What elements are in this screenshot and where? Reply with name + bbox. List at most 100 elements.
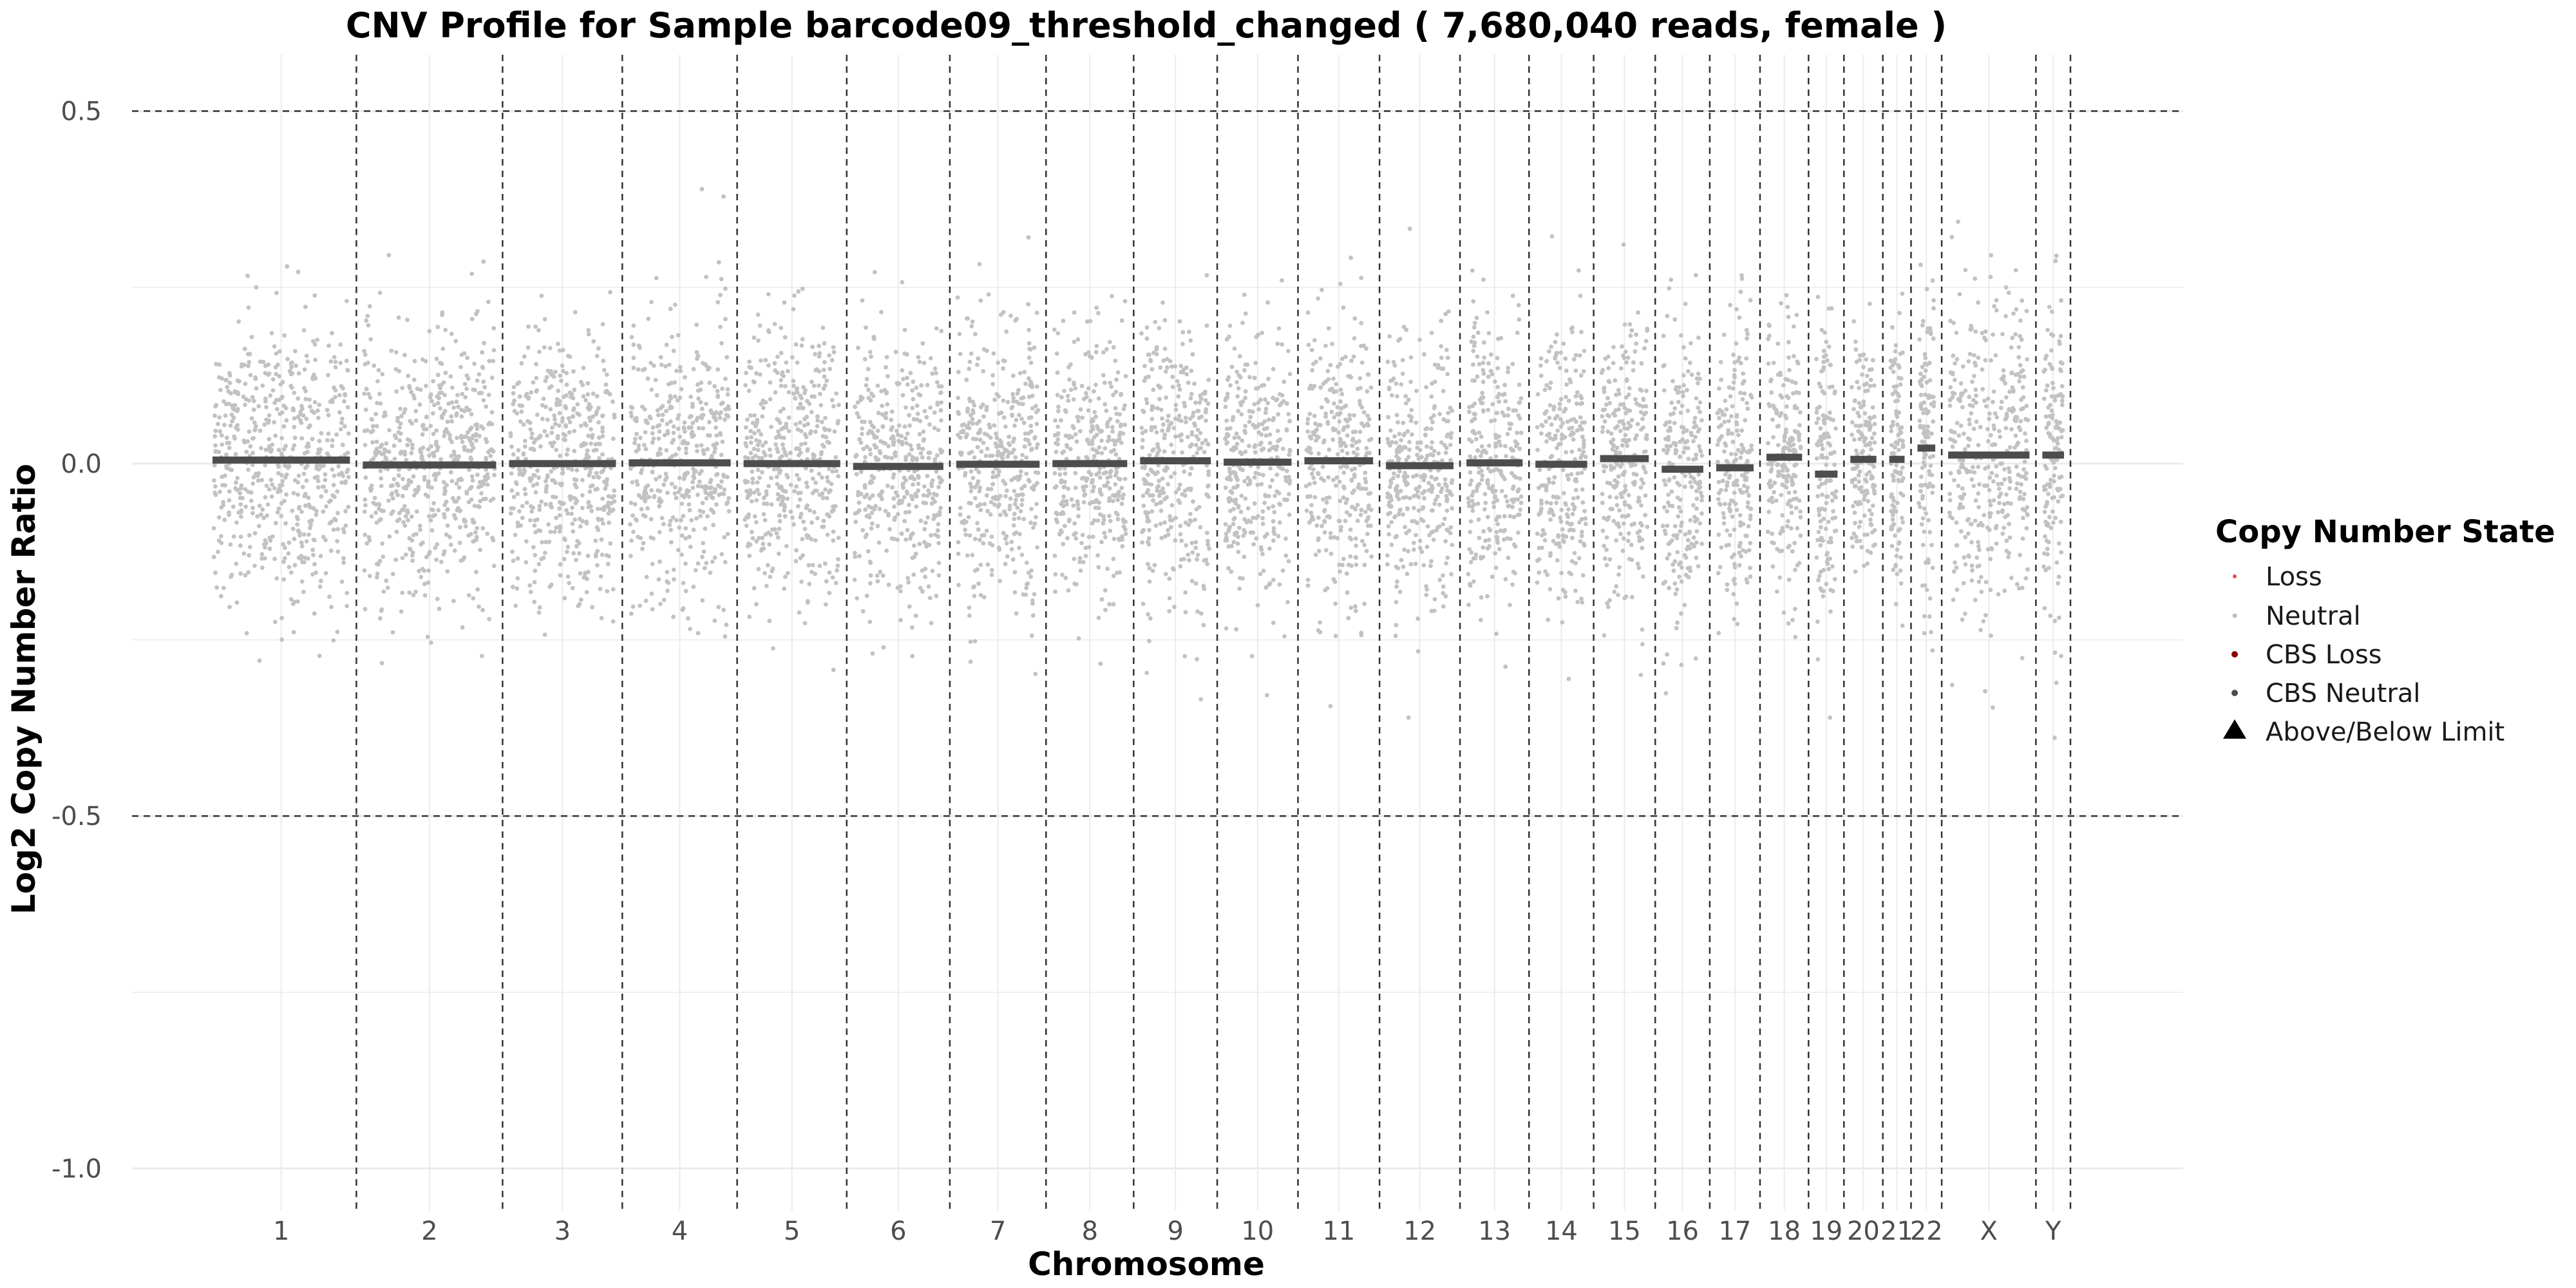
- neutral-point: [1356, 482, 1361, 487]
- neutral-point: [1432, 363, 1437, 367]
- neutral-point: [600, 413, 605, 418]
- neutral-point: [587, 402, 592, 406]
- neutral-point: [379, 661, 384, 666]
- neutral-point: [658, 475, 662, 479]
- neutral-point: [377, 558, 383, 564]
- neutral-point: [916, 482, 921, 486]
- neutral-point: [1150, 367, 1155, 372]
- neutral-point: [509, 471, 514, 476]
- neutral-point: [1188, 338, 1193, 343]
- neutral-point: [1430, 508, 1435, 513]
- neutral-point: [1096, 565, 1101, 570]
- neutral-point: [1150, 509, 1155, 514]
- neutral-point: [567, 390, 573, 395]
- neutral-point: [1055, 370, 1060, 375]
- neutral-point: [658, 406, 663, 410]
- neutral-point: [1432, 379, 1437, 384]
- neutral-point: [1415, 445, 1420, 450]
- neutral-point: [687, 502, 692, 507]
- neutral-point: [1429, 394, 1434, 399]
- neutral-point: [907, 413, 912, 418]
- neutral-point: [395, 493, 400, 497]
- neutral-point: [399, 609, 404, 614]
- neutral-point: [1092, 389, 1096, 394]
- neutral-point: [1081, 560, 1086, 565]
- neutral-point: [554, 515, 558, 520]
- neutral-point: [1105, 480, 1110, 485]
- neutral-point: [1192, 381, 1197, 386]
- neutral-point: [696, 382, 700, 387]
- neutral-point: [1254, 515, 1259, 520]
- neutral-point: [558, 482, 562, 486]
- neutral-point: [755, 468, 761, 473]
- neutral-point: [853, 511, 858, 516]
- neutral-point: [1243, 530, 1247, 535]
- neutral-point: [441, 480, 446, 485]
- neutral-point: [509, 444, 514, 449]
- neutral-point: [515, 520, 520, 525]
- neutral-point: [1425, 444, 1429, 449]
- neutral-point: [802, 417, 807, 422]
- neutral-point: [400, 493, 405, 498]
- neutral-point: [911, 531, 915, 536]
- neutral-point: [1023, 431, 1028, 436]
- neutral-point: [559, 502, 564, 506]
- neutral-point: [1396, 566, 1401, 571]
- neutral-point: [1312, 338, 1317, 343]
- neutral-point: [720, 401, 725, 406]
- neutral-point: [1352, 336, 1357, 341]
- neutral-point: [238, 495, 243, 500]
- neutral-point: [768, 453, 773, 458]
- neutral-point: [462, 555, 467, 560]
- neutral-point: [1034, 404, 1038, 408]
- neutral-point: [644, 574, 649, 580]
- neutral-point: [1325, 399, 1331, 404]
- neutral-point: [1155, 406, 1160, 411]
- neutral-point: [1445, 555, 1450, 560]
- neutral-point: [542, 429, 547, 433]
- neutral-point: [1162, 317, 1168, 323]
- neutral-point: [1263, 410, 1268, 415]
- neutral-point: [1359, 321, 1364, 325]
- neutral-point: [933, 457, 938, 462]
- neutral-point: [599, 537, 604, 542]
- neutral-point: [1444, 498, 1450, 504]
- neutral-point: [1311, 475, 1316, 480]
- neutral-point: [718, 325, 723, 329]
- neutral-point: [466, 376, 471, 381]
- neutral-point: [374, 575, 379, 580]
- neutral-point: [1352, 316, 1358, 321]
- neutral-point: [798, 556, 803, 560]
- neutral-point: [442, 433, 447, 439]
- neutral-point: [1179, 419, 1184, 423]
- neutral-point: [706, 367, 710, 372]
- neutral-point: [1205, 492, 1209, 497]
- neutral-point: [1056, 404, 1061, 410]
- neutral-point: [412, 377, 417, 383]
- neutral-point: [860, 396, 865, 401]
- neutral-point: [688, 544, 693, 549]
- neutral-point: [1261, 446, 1266, 451]
- neutral-point: [552, 413, 556, 418]
- neutral-point: [531, 446, 535, 451]
- neutral-point: [1349, 605, 1354, 611]
- neutral-point: [757, 323, 762, 328]
- neutral-point: [1223, 522, 1228, 527]
- neutral-point: [1026, 302, 1030, 307]
- neutral-point: [755, 312, 761, 317]
- neutral-point: [1056, 424, 1060, 429]
- neutral-point: [1020, 453, 1025, 457]
- neutral-point: [765, 563, 770, 568]
- neutral-point: [1195, 657, 1199, 662]
- neutral-point: [325, 438, 330, 443]
- neutral-point: [256, 404, 261, 409]
- neutral-point: [1177, 319, 1182, 324]
- neutral-point: [784, 421, 789, 426]
- neutral-point: [745, 417, 750, 422]
- neutral-point: [1354, 544, 1359, 548]
- neutral-point: [1240, 438, 1245, 443]
- neutral-point: [1142, 478, 1148, 483]
- neutral-point: [267, 546, 272, 551]
- neutral-point: [671, 567, 676, 573]
